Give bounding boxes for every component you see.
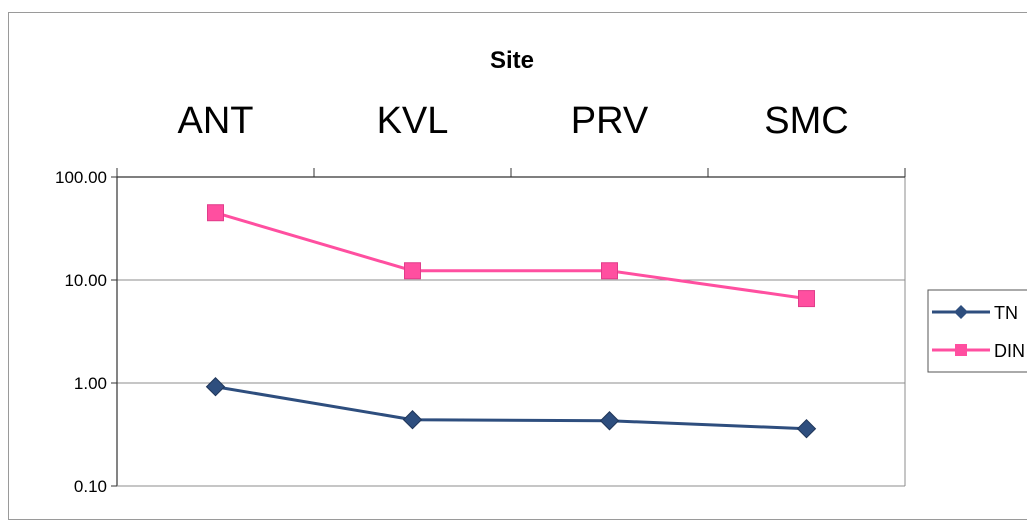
data-point-tn [599,411,620,431]
legend-label-tn: TN [994,303,1018,323]
plot-area: 100.00 10.00 1.00 0.10 ANT KVL PRV SMC [55,100,906,496]
data-point-din [798,290,815,308]
data-point-tn [796,418,817,439]
data-point-tn [402,410,423,430]
legend-marker-din [955,344,967,356]
series-line-din [215,211,807,301]
x-tick-label: SMC [764,100,848,142]
data-point-din [404,262,421,280]
y-tick-label: 10.00 [64,271,107,290]
legend: TN DIN [927,289,1027,373]
y-tick-label: 0.10 [74,477,107,496]
legend-box [927,289,1027,373]
x-tick-label: ANT [178,100,254,142]
legend-marker-tn [954,305,968,319]
x-tick-label: PRV [571,100,649,142]
data-point-din [601,262,618,280]
series-line-tn [215,385,807,431]
data-point-din [207,204,224,222]
data-point-tn [205,377,226,397]
legend-label-din: DIN [994,341,1025,361]
chart-title: Site [490,47,534,74]
chart-frame [8,12,1027,520]
y-tick-label: 1.00 [74,374,107,393]
x-tick-label: KVL [377,100,449,142]
y-tick-label: 100.00 [55,168,107,187]
